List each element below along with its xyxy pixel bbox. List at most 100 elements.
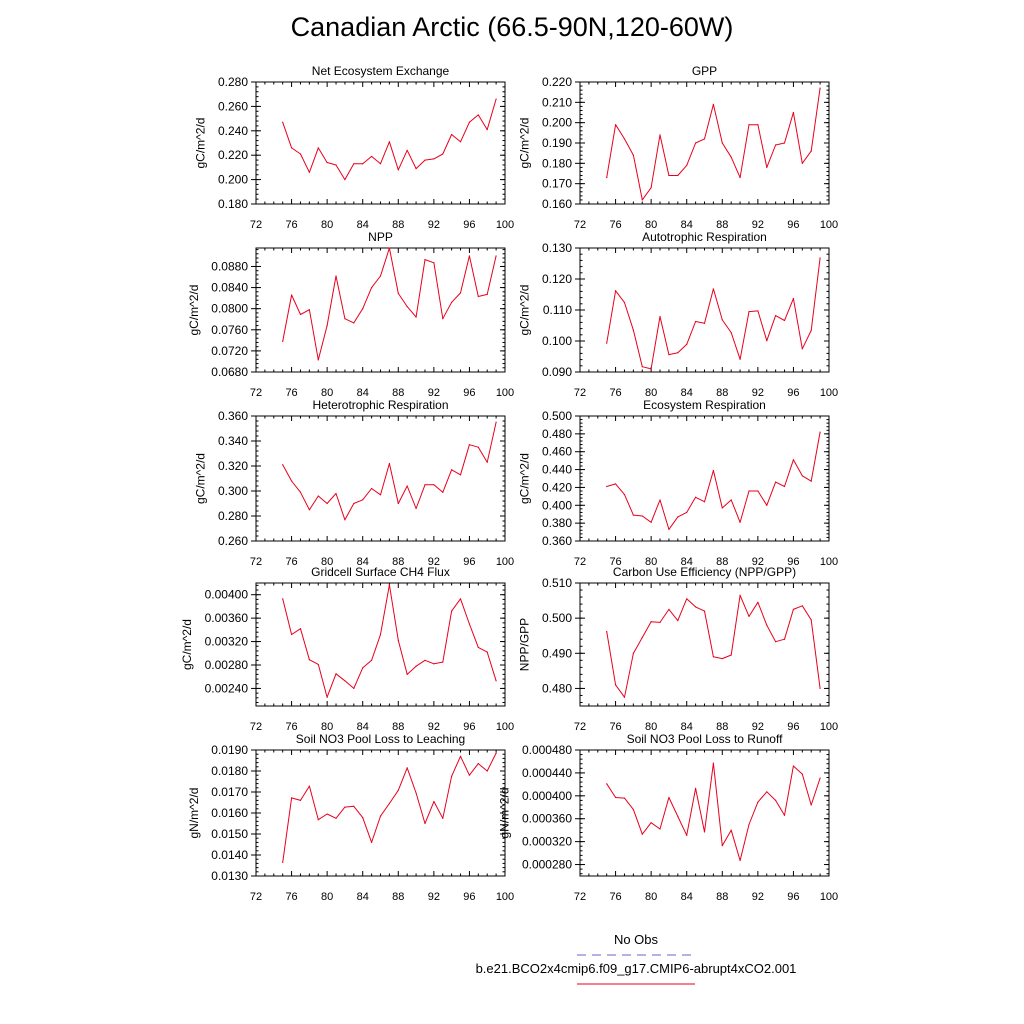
panel-7-data-point	[468, 623, 471, 625]
panel-2-data-point	[686, 164, 688, 166]
panel-5-x-tick-label: 92	[428, 556, 440, 568]
panel-10-x-tick-label: 100	[820, 891, 838, 903]
panel-7-data-point	[362, 667, 364, 669]
panel-7-data-point	[406, 673, 408, 675]
panel-6-data-point	[623, 493, 626, 496]
panel-2-data-point	[775, 144, 777, 146]
panel-2-data-point	[721, 142, 723, 144]
panel-1-data-point	[379, 163, 382, 165]
panel-10-data-point	[641, 833, 643, 835]
panel-6-y-tick-label: 0.440	[542, 463, 572, 477]
panel-6-data-point	[721, 507, 723, 509]
panel-2-x-tick-label: 100	[820, 219, 838, 231]
panel-5-x-tick-label: 76	[285, 556, 297, 568]
panel-3-x-tick-label: 80	[321, 387, 333, 399]
panel-3-data-point	[282, 340, 284, 342]
panel-7-gridcell-surface-ch4-flux: 72 76 80 84 88 92 96 100 0.00240 0.00280 0.00320 0.…	[180, 565, 514, 733]
panel-10-x-tick-label: 72	[574, 891, 586, 903]
panel-2-data-point	[650, 187, 652, 189]
panel-9-data-point	[433, 800, 435, 803]
panel-9-series-line	[282, 752, 497, 863]
panel-1-data-point	[353, 163, 355, 165]
panel-10-data-point	[712, 762, 714, 764]
panel-10-x-tick-label: 76	[609, 891, 621, 903]
panel-10-x-tick-label: 92	[752, 891, 764, 903]
panel-3-y-tick-label: 0.0880	[211, 259, 248, 273]
panel-1-x-tick-label: 80	[321, 219, 333, 231]
panel-2-data-point	[677, 174, 679, 177]
panel-5-x-tick-label: 80	[321, 556, 333, 568]
panel-4-x-tick-label: 84	[681, 387, 693, 399]
panel-5-y-tick-label: 0.340	[218, 434, 248, 448]
panel-7-plot-frame	[255, 582, 506, 707]
panel-8-data-point	[659, 621, 661, 623]
panel-2-data-point	[801, 162, 803, 164]
panel-6-data-point	[614, 483, 617, 485]
panel-6-y-tick-label: 0.380	[542, 516, 572, 530]
panel-5-y-tick-label: 0.260	[218, 534, 248, 548]
panel-8-data-point	[677, 620, 679, 622]
panel-8-x-tick-label: 92	[752, 721, 764, 733]
panel-5-data-point	[388, 462, 390, 465]
panel-1-data-point	[362, 163, 364, 165]
panel-1-data-point	[477, 114, 479, 116]
panel-7-y-tick-label: 0.00280	[205, 658, 249, 672]
panel-9-data-point	[388, 802, 390, 805]
panel-3-x-tick-label: 100	[496, 387, 514, 399]
panel-1-data-point	[371, 155, 373, 158]
panel-2-data-point	[748, 124, 750, 126]
panel-10-data-point	[632, 808, 634, 811]
panel-7-x-tick-label: 76	[285, 721, 297, 733]
panel-1-data-point	[451, 133, 453, 136]
panel-4-autotrophic-respiration: 72 76 80 84 88 92 96 100 0.090 0.100 0.110 0.120 0.1…	[518, 230, 839, 399]
panel-6-data-point	[766, 504, 768, 506]
panel-2-data-point	[632, 154, 634, 156]
panel-9-data-point	[379, 815, 382, 817]
panel-1-data-point	[397, 169, 399, 171]
panel-2-x-tick-label: 80	[645, 219, 657, 231]
panel-9-y-tick-label: 0.0130	[211, 869, 248, 883]
panel-5-x-tick-label: 72	[250, 556, 262, 568]
panel-3-data-point	[326, 324, 328, 327]
panel-10-data-point	[659, 828, 661, 830]
panel-2-y-tick-label: 0.160	[542, 197, 572, 211]
panel-2-y-tick-label: 0.170	[542, 177, 572, 191]
panel-4-data-point	[614, 290, 617, 292]
panel-3-data-point	[468, 255, 471, 257]
panel-6-data-point	[677, 516, 679, 518]
panel-7-y-tick-label: 0.00320	[205, 635, 249, 649]
panel-6-x-tick-label: 84	[681, 556, 693, 568]
panel-5-data-point	[308, 509, 310, 511]
panel-5-data-point	[290, 480, 293, 482]
panel-8-data-point	[775, 641, 777, 643]
panel-4-x-tick-label: 88	[716, 387, 728, 399]
panel-1-data-point	[415, 168, 417, 170]
panel-6-y-tick-label: 0.400	[542, 498, 572, 512]
panel-1-y-tick-label: 0.220	[218, 148, 248, 162]
panel-10-data-point	[819, 777, 821, 779]
panel-4-data-point	[623, 301, 626, 304]
panel-6-data-point	[668, 528, 670, 530]
panel-3-x-tick-label: 72	[250, 387, 262, 399]
panel-2-data-point	[766, 166, 768, 168]
panel-10-y-tick-label: 0.000320	[522, 835, 572, 849]
panel-6-title: Ecosystem Respiration	[643, 398, 766, 412]
panel-5-data-point	[299, 491, 302, 493]
panel-9-y-tick-label: 0.0160	[211, 806, 248, 820]
panel-5-x-tick-label: 88	[392, 556, 404, 568]
panel-3-x-tick-label: 84	[357, 387, 369, 399]
panel-4-data-point	[739, 358, 741, 360]
panel-8-data-point	[623, 696, 626, 698]
panel-6-x-tick-label: 88	[716, 556, 728, 568]
panel-3-title: NPP	[368, 230, 393, 244]
panel-6-data-point	[632, 514, 634, 516]
panel-10-data-point	[801, 773, 803, 775]
panel-1-data-point	[468, 121, 471, 123]
panel-5-x-tick-label: 100	[496, 556, 514, 568]
panel-7-data-point	[415, 665, 417, 667]
panel-10-data-point	[766, 791, 768, 793]
panel-1-data-point	[442, 153, 444, 155]
panel-8-x-tick-label: 72	[574, 721, 586, 733]
panel-7-title: Gridcell Surface CH4 Flux	[311, 565, 450, 579]
